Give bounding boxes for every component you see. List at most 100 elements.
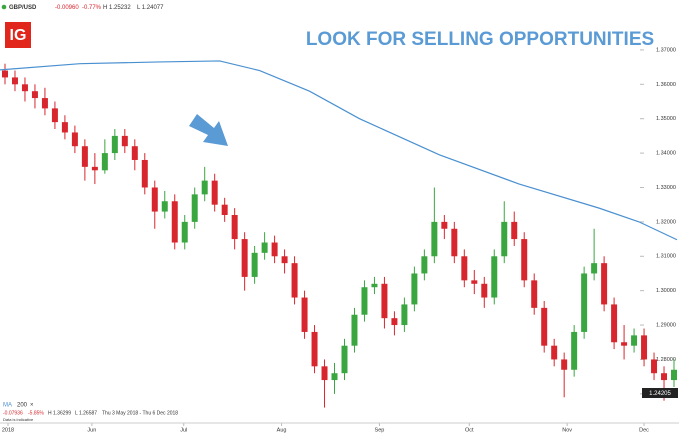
x-tick-label: Aug xyxy=(277,427,287,433)
candle-body xyxy=(221,204,228,215)
indicator-remove[interactable]: × xyxy=(30,403,34,409)
candle-body xyxy=(381,283,388,319)
candle-body xyxy=(661,373,668,381)
candle-body xyxy=(531,280,538,308)
header-high: H 1.25232 xyxy=(103,5,131,11)
candle-body xyxy=(161,201,168,212)
candle-body xyxy=(281,256,288,264)
candle-body xyxy=(671,369,678,381)
footer-high: H 1.36299 xyxy=(48,410,71,416)
candle-body xyxy=(641,335,648,360)
candle-body xyxy=(241,239,248,277)
candle-body xyxy=(251,252,258,277)
footer-change-pct: -5.85% xyxy=(28,410,44,416)
footer-change: -0.07936 xyxy=(3,410,23,416)
candle-body xyxy=(461,256,468,281)
y-tick-label: 1.29000 xyxy=(656,323,676,329)
candle-body xyxy=(11,77,18,85)
candle-body xyxy=(211,180,218,205)
indicator-name: MA xyxy=(3,403,12,409)
candle-body xyxy=(1,70,8,78)
footer-range: Thu 3 May 2018 - Thu 6 Dec 2018 xyxy=(102,410,178,416)
last-price-box xyxy=(642,388,678,398)
candle-body xyxy=(31,91,38,99)
x-tick-label: Jul xyxy=(180,427,187,433)
candle-body xyxy=(321,366,328,381)
candle-body xyxy=(571,331,578,370)
candle-body xyxy=(141,159,148,188)
candle-body xyxy=(561,359,568,370)
y-tick-label: 1.35000 xyxy=(656,116,676,122)
logo-text: IG xyxy=(10,27,27,44)
y-tick-label: 1.33000 xyxy=(656,185,676,191)
candle-body xyxy=(331,373,338,381)
chart-title: LOOK FOR SELLING OPPORTUNITIES xyxy=(306,29,654,50)
candle-body xyxy=(591,263,598,274)
candle-body xyxy=(181,221,188,243)
x-tick-label: Jun xyxy=(87,427,96,433)
candle-body xyxy=(111,135,118,154)
candle-body xyxy=(511,221,518,240)
candle-body xyxy=(501,221,508,257)
candle-body xyxy=(341,345,348,374)
candle-body xyxy=(91,166,98,171)
candle-body xyxy=(131,146,138,160)
candle-body xyxy=(441,221,448,229)
indicator-period: 200 xyxy=(17,403,28,409)
candle-body xyxy=(361,287,368,315)
candle-body xyxy=(421,256,428,274)
candle-body xyxy=(301,297,308,332)
candle-body xyxy=(41,98,48,109)
moving-average xyxy=(0,60,678,241)
y-tick-label: 1.36000 xyxy=(656,82,676,88)
candle-body xyxy=(581,273,588,332)
candle-body xyxy=(21,84,28,92)
arrow xyxy=(189,114,228,146)
candle-body xyxy=(121,135,128,147)
header-change: -0.00960 xyxy=(55,5,79,11)
candle-body xyxy=(481,283,488,298)
candle-body xyxy=(351,314,358,346)
x-tick-label: 2018 xyxy=(2,427,14,433)
y-tick-label: 1.37000 xyxy=(656,47,676,53)
candle-body xyxy=(611,304,618,343)
candle-body xyxy=(411,273,418,305)
candle-body xyxy=(171,201,178,243)
y-tick-label: 1.30000 xyxy=(656,288,676,294)
candle-body xyxy=(371,283,378,288)
x-tick-label: Nov xyxy=(562,427,572,433)
logo-box xyxy=(5,22,31,48)
candle-body xyxy=(201,180,208,195)
last-price: 1.24205 xyxy=(649,391,671,397)
y-tick-label: 1.31000 xyxy=(656,254,676,260)
candle-body xyxy=(71,132,78,147)
candle-body xyxy=(61,122,68,133)
y-tick-label: 1.34000 xyxy=(656,151,676,157)
header-change-pct: -0.77% xyxy=(82,5,102,11)
candle-body xyxy=(261,242,268,253)
candle-body xyxy=(311,331,318,367)
candle-body xyxy=(521,239,528,281)
candle-body xyxy=(231,215,238,240)
status-dot xyxy=(1,4,7,10)
candle-body xyxy=(651,359,658,374)
candle-body xyxy=(151,187,158,212)
x-tick-label: Sep xyxy=(375,427,385,433)
candle-body xyxy=(271,242,278,257)
candle-body xyxy=(601,263,608,305)
candle-body xyxy=(191,194,198,222)
candle-body xyxy=(491,256,498,298)
candle-body xyxy=(431,221,438,257)
x-tick-label: Oct xyxy=(465,427,474,433)
candle-body xyxy=(81,146,88,167)
y-tick-label: 1.28000 xyxy=(656,357,676,363)
candle-body xyxy=(631,335,638,346)
candle-body xyxy=(51,108,58,123)
footer-low: L 1.26587 xyxy=(75,410,97,416)
symbol: GBP/USD xyxy=(9,5,37,11)
candle-body xyxy=(291,263,298,298)
candle-body xyxy=(401,304,408,326)
